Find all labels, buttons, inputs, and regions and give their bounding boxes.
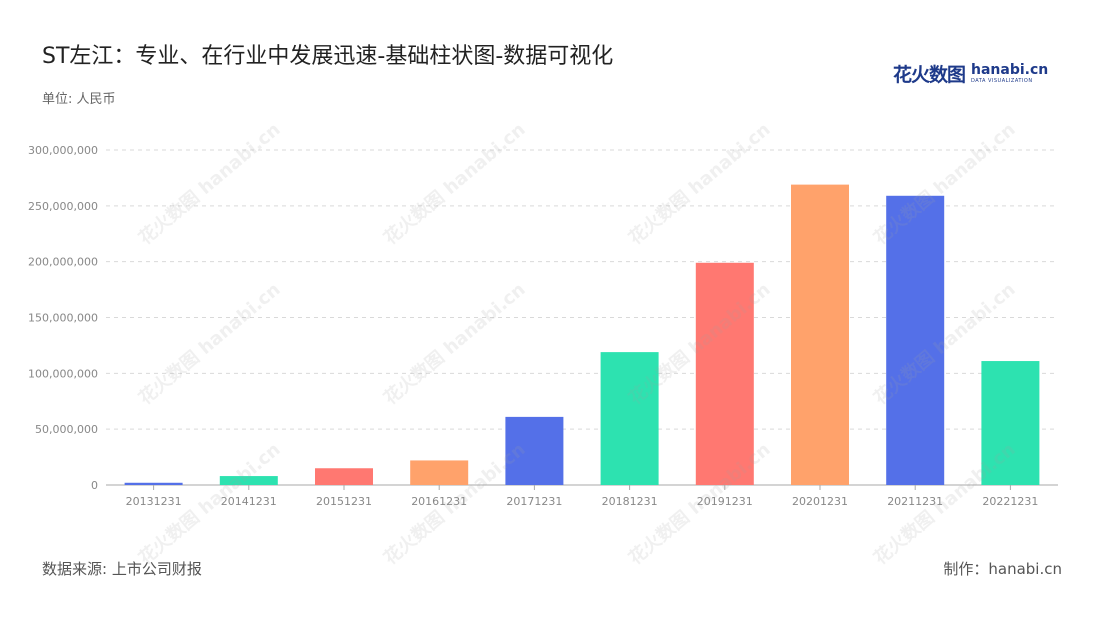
y-tick-label: 300,000,000: [28, 144, 98, 157]
chart-title: ST左江：专业、在行业中发展迅速-基础柱状图-数据可视化: [42, 44, 614, 69]
logo-text-cn: 花火数图: [893, 64, 966, 86]
y-tick-label: 200,000,000: [28, 256, 98, 269]
x-tick-label: 20211231: [887, 495, 943, 508]
bar-20191231[interactable]: [695, 262, 754, 485]
bar-20181231[interactable]: [600, 352, 659, 485]
x-tick-label: 20191231: [697, 495, 753, 508]
data-source: 数据来源: 上市公司财报: [42, 560, 202, 578]
y-tick-label: 50,000,000: [35, 423, 98, 436]
logo-text-en: hanabi.cn: [971, 62, 1049, 78]
bar-20171231[interactable]: [505, 416, 564, 485]
y-tick-label: 0: [91, 479, 98, 492]
y-tick-label: 100,000,000: [28, 367, 98, 380]
x-tick-label: 20131231: [126, 495, 182, 508]
bar-20211231[interactable]: [886, 195, 945, 486]
x-tick-label: 20141231: [221, 495, 277, 508]
bar-20161231[interactable]: [410, 460, 469, 485]
bar-20221231[interactable]: [981, 361, 1040, 485]
y-tick-label: 150,000,000: [28, 312, 98, 325]
made-by: 制作：hanabi.cn: [943, 560, 1062, 578]
logo-subtext: DATA VISUALIZATION: [971, 78, 1033, 84]
bar-20141231[interactable]: [219, 476, 278, 485]
bar-20151231[interactable]: [315, 468, 373, 485]
x-tick-label: 20181231: [602, 495, 658, 508]
x-tick-label: 20171231: [506, 495, 562, 508]
y-tick-label: 250,000,000: [28, 200, 98, 213]
unit-label: 单位: 人民币: [42, 92, 116, 107]
x-tick-label: 20221231: [982, 495, 1038, 508]
bar-20131231[interactable]: [124, 482, 183, 485]
brand-logo: 花火数图 hanabi.cn DATA VISUALIZATION: [893, 60, 1048, 87]
x-tick-label: 20201231: [792, 495, 848, 508]
bar-20201231[interactable]: [791, 184, 849, 485]
x-tick-label: 20161231: [411, 495, 467, 508]
x-tick-label: 20151231: [316, 495, 372, 508]
